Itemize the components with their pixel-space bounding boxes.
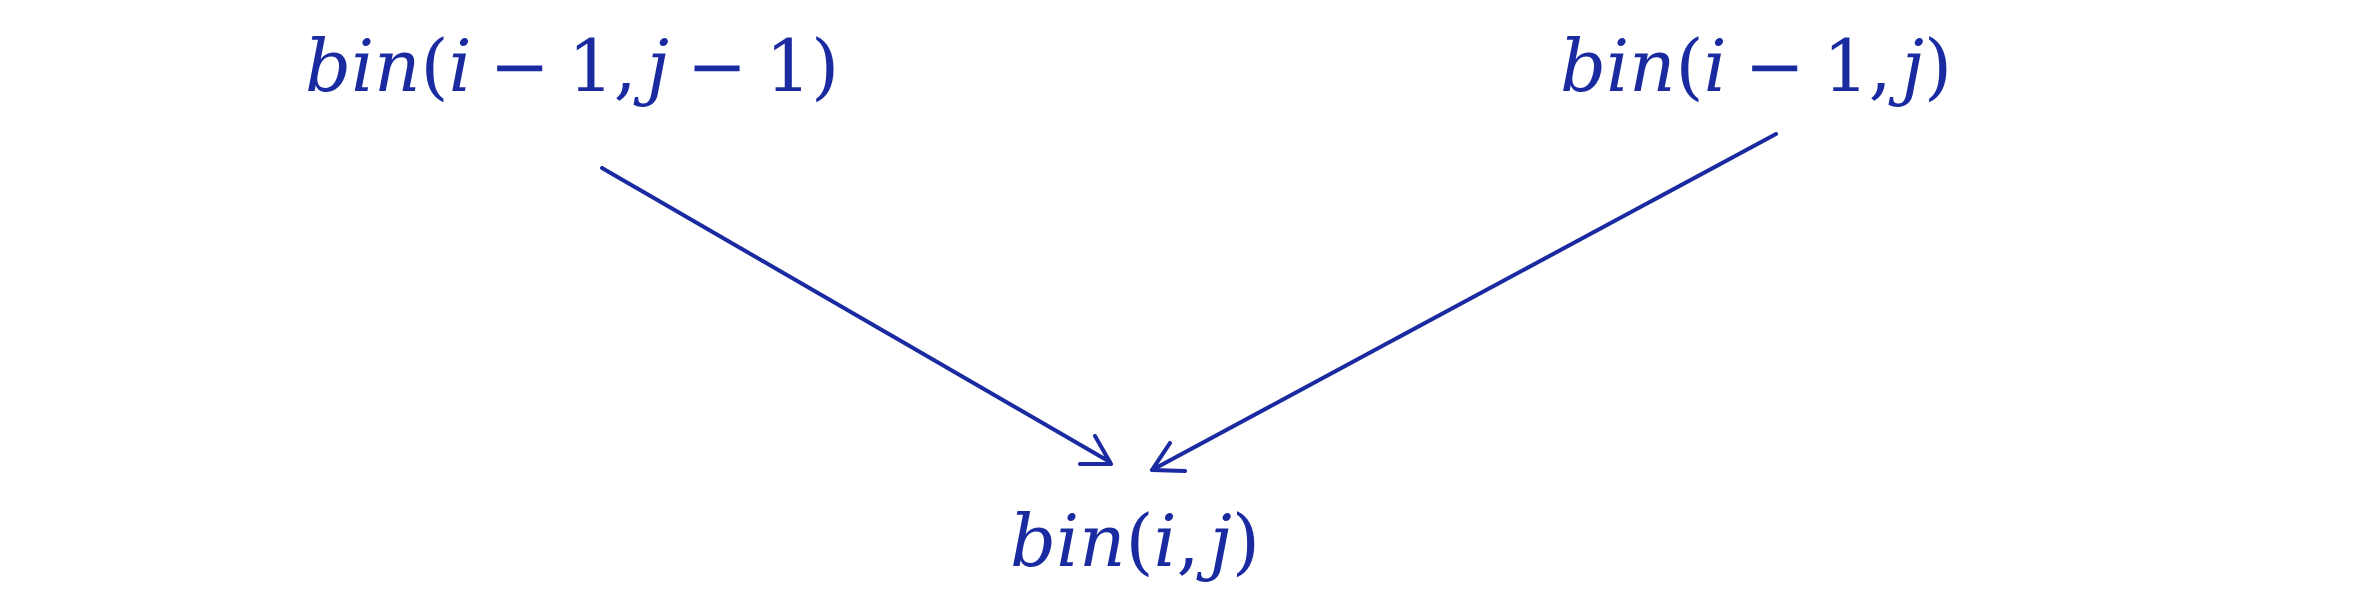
minus-operator: −: [686, 24, 748, 108]
number-one: 1: [567, 24, 614, 108]
function-name: bin: [1560, 24, 1676, 108]
var-i: i: [1703, 24, 1727, 108]
node-bin-i-minus-1-j-minus-1: bin(i −1, j −1): [305, 30, 839, 102]
node-bin-i-j: bin(i, j): [1010, 505, 1260, 577]
function-name: bin: [1010, 499, 1126, 583]
close-paren: ): [811, 24, 840, 108]
open-paren: (: [1675, 24, 1704, 108]
var-j: j: [1901, 24, 1924, 108]
open-paren: (: [1125, 499, 1154, 583]
var-i: i: [448, 24, 472, 108]
close-paren: ): [1231, 499, 1260, 583]
var-j: j: [646, 24, 669, 108]
number-one: 1: [765, 24, 812, 108]
edge-top-right-to-bottom: [1150, 132, 1778, 472]
comma: ,: [613, 24, 637, 108]
node-bin-i-minus-1-j: bin(i −1, j): [1560, 30, 1952, 102]
comma: ,: [1868, 24, 1892, 108]
edge-top-left-to-bottom: [600, 166, 1112, 464]
var-j: j: [1209, 499, 1232, 583]
arrowhead-top-left-to-bottom: [1078, 434, 1113, 466]
close-paren: ): [1923, 24, 1953, 108]
number-one: 1: [1822, 24, 1869, 108]
function-name: bin: [305, 24, 421, 108]
minus-operator: −: [489, 24, 550, 108]
open-paren: (: [420, 24, 449, 108]
var-i: i: [1153, 499, 1177, 583]
minus-operator: −: [1744, 24, 1805, 108]
comma: ,: [1176, 499, 1200, 583]
arrowhead-top-right-to-bottom: [1150, 441, 1187, 473]
